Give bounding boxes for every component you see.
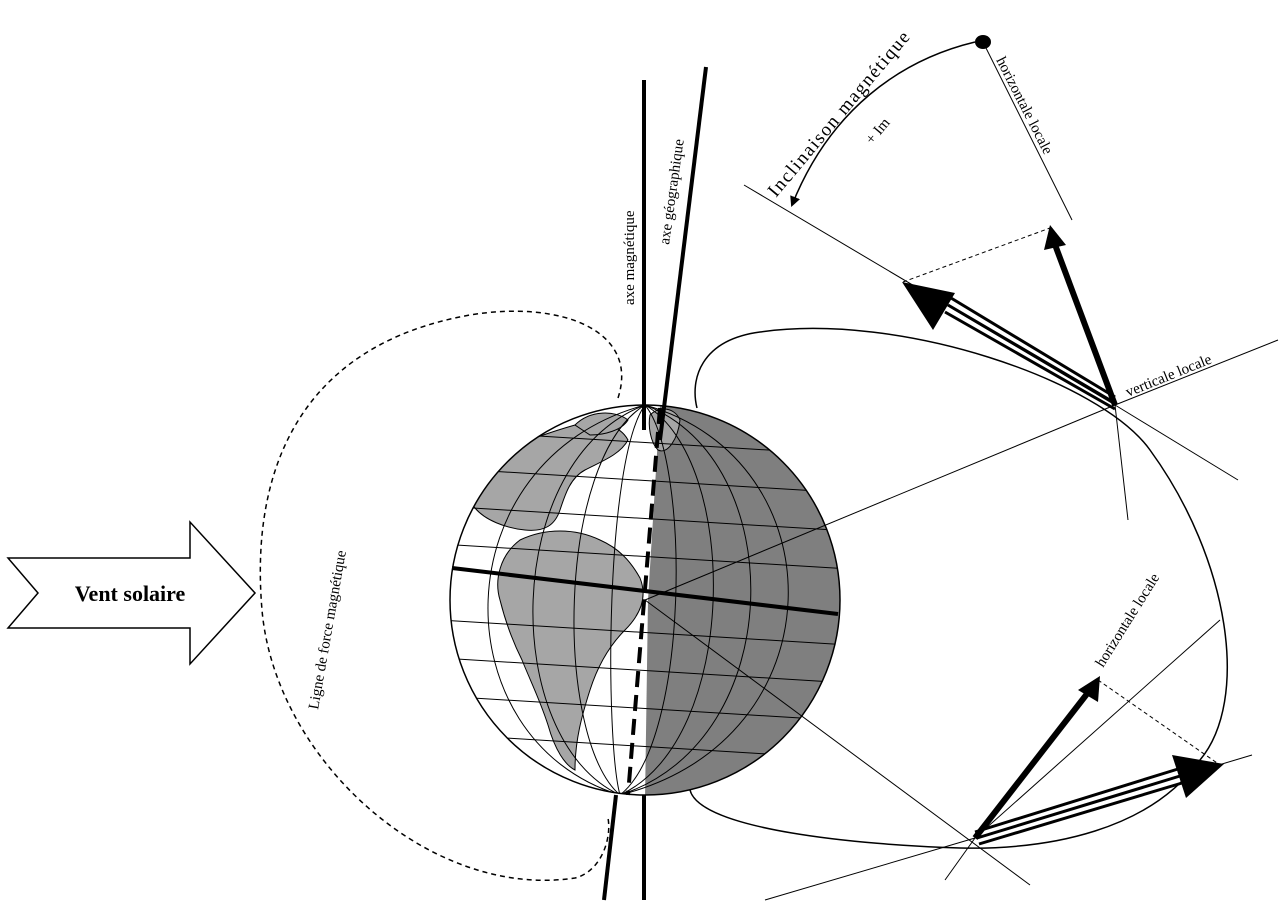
inclination-arc xyxy=(790,41,976,207)
inclination-origin-dot xyxy=(975,35,991,49)
south-america xyxy=(497,530,644,771)
earth-globe xyxy=(449,404,841,796)
field-line-label: Ligne de force magnétique xyxy=(306,549,350,711)
radius-line-upper xyxy=(644,404,1116,601)
radius-line-lower xyxy=(644,599,1031,886)
magnetic-axis-hidden xyxy=(626,407,662,796)
horizontal-component-arrow-lower xyxy=(972,688,1093,840)
inclination-label: Inclinaison magnétique xyxy=(764,26,916,201)
geographic-axis-label: axe géographique xyxy=(657,138,688,246)
plus-im-label: + Im xyxy=(863,115,894,148)
magnetic-axis-label: axe magnétique xyxy=(622,210,638,305)
field-vector-arrow-upper xyxy=(944,296,1116,411)
geographic-axis-bottom xyxy=(602,794,618,901)
magnetic-field-line-dashed xyxy=(259,310,623,881)
geographic-axis xyxy=(658,66,708,441)
vertical-local-label: verticale locale xyxy=(1124,352,1215,401)
magnetic-field-line-solid xyxy=(689,327,1229,849)
field-vector-arrow-lower xyxy=(974,767,1183,846)
solar-wind-arrow: Vent solaire xyxy=(6,520,257,666)
horizontal-local-top-label: horizontale locale xyxy=(992,55,1055,158)
solar-wind-label: Vent solaire xyxy=(75,581,186,606)
horizontal-component-arrow xyxy=(1051,240,1118,407)
horizontal-local-bottom-label: horizontale locale xyxy=(1093,571,1163,671)
upper-observation: Inclinaison magnétique + Im horizontale … xyxy=(743,26,1279,521)
